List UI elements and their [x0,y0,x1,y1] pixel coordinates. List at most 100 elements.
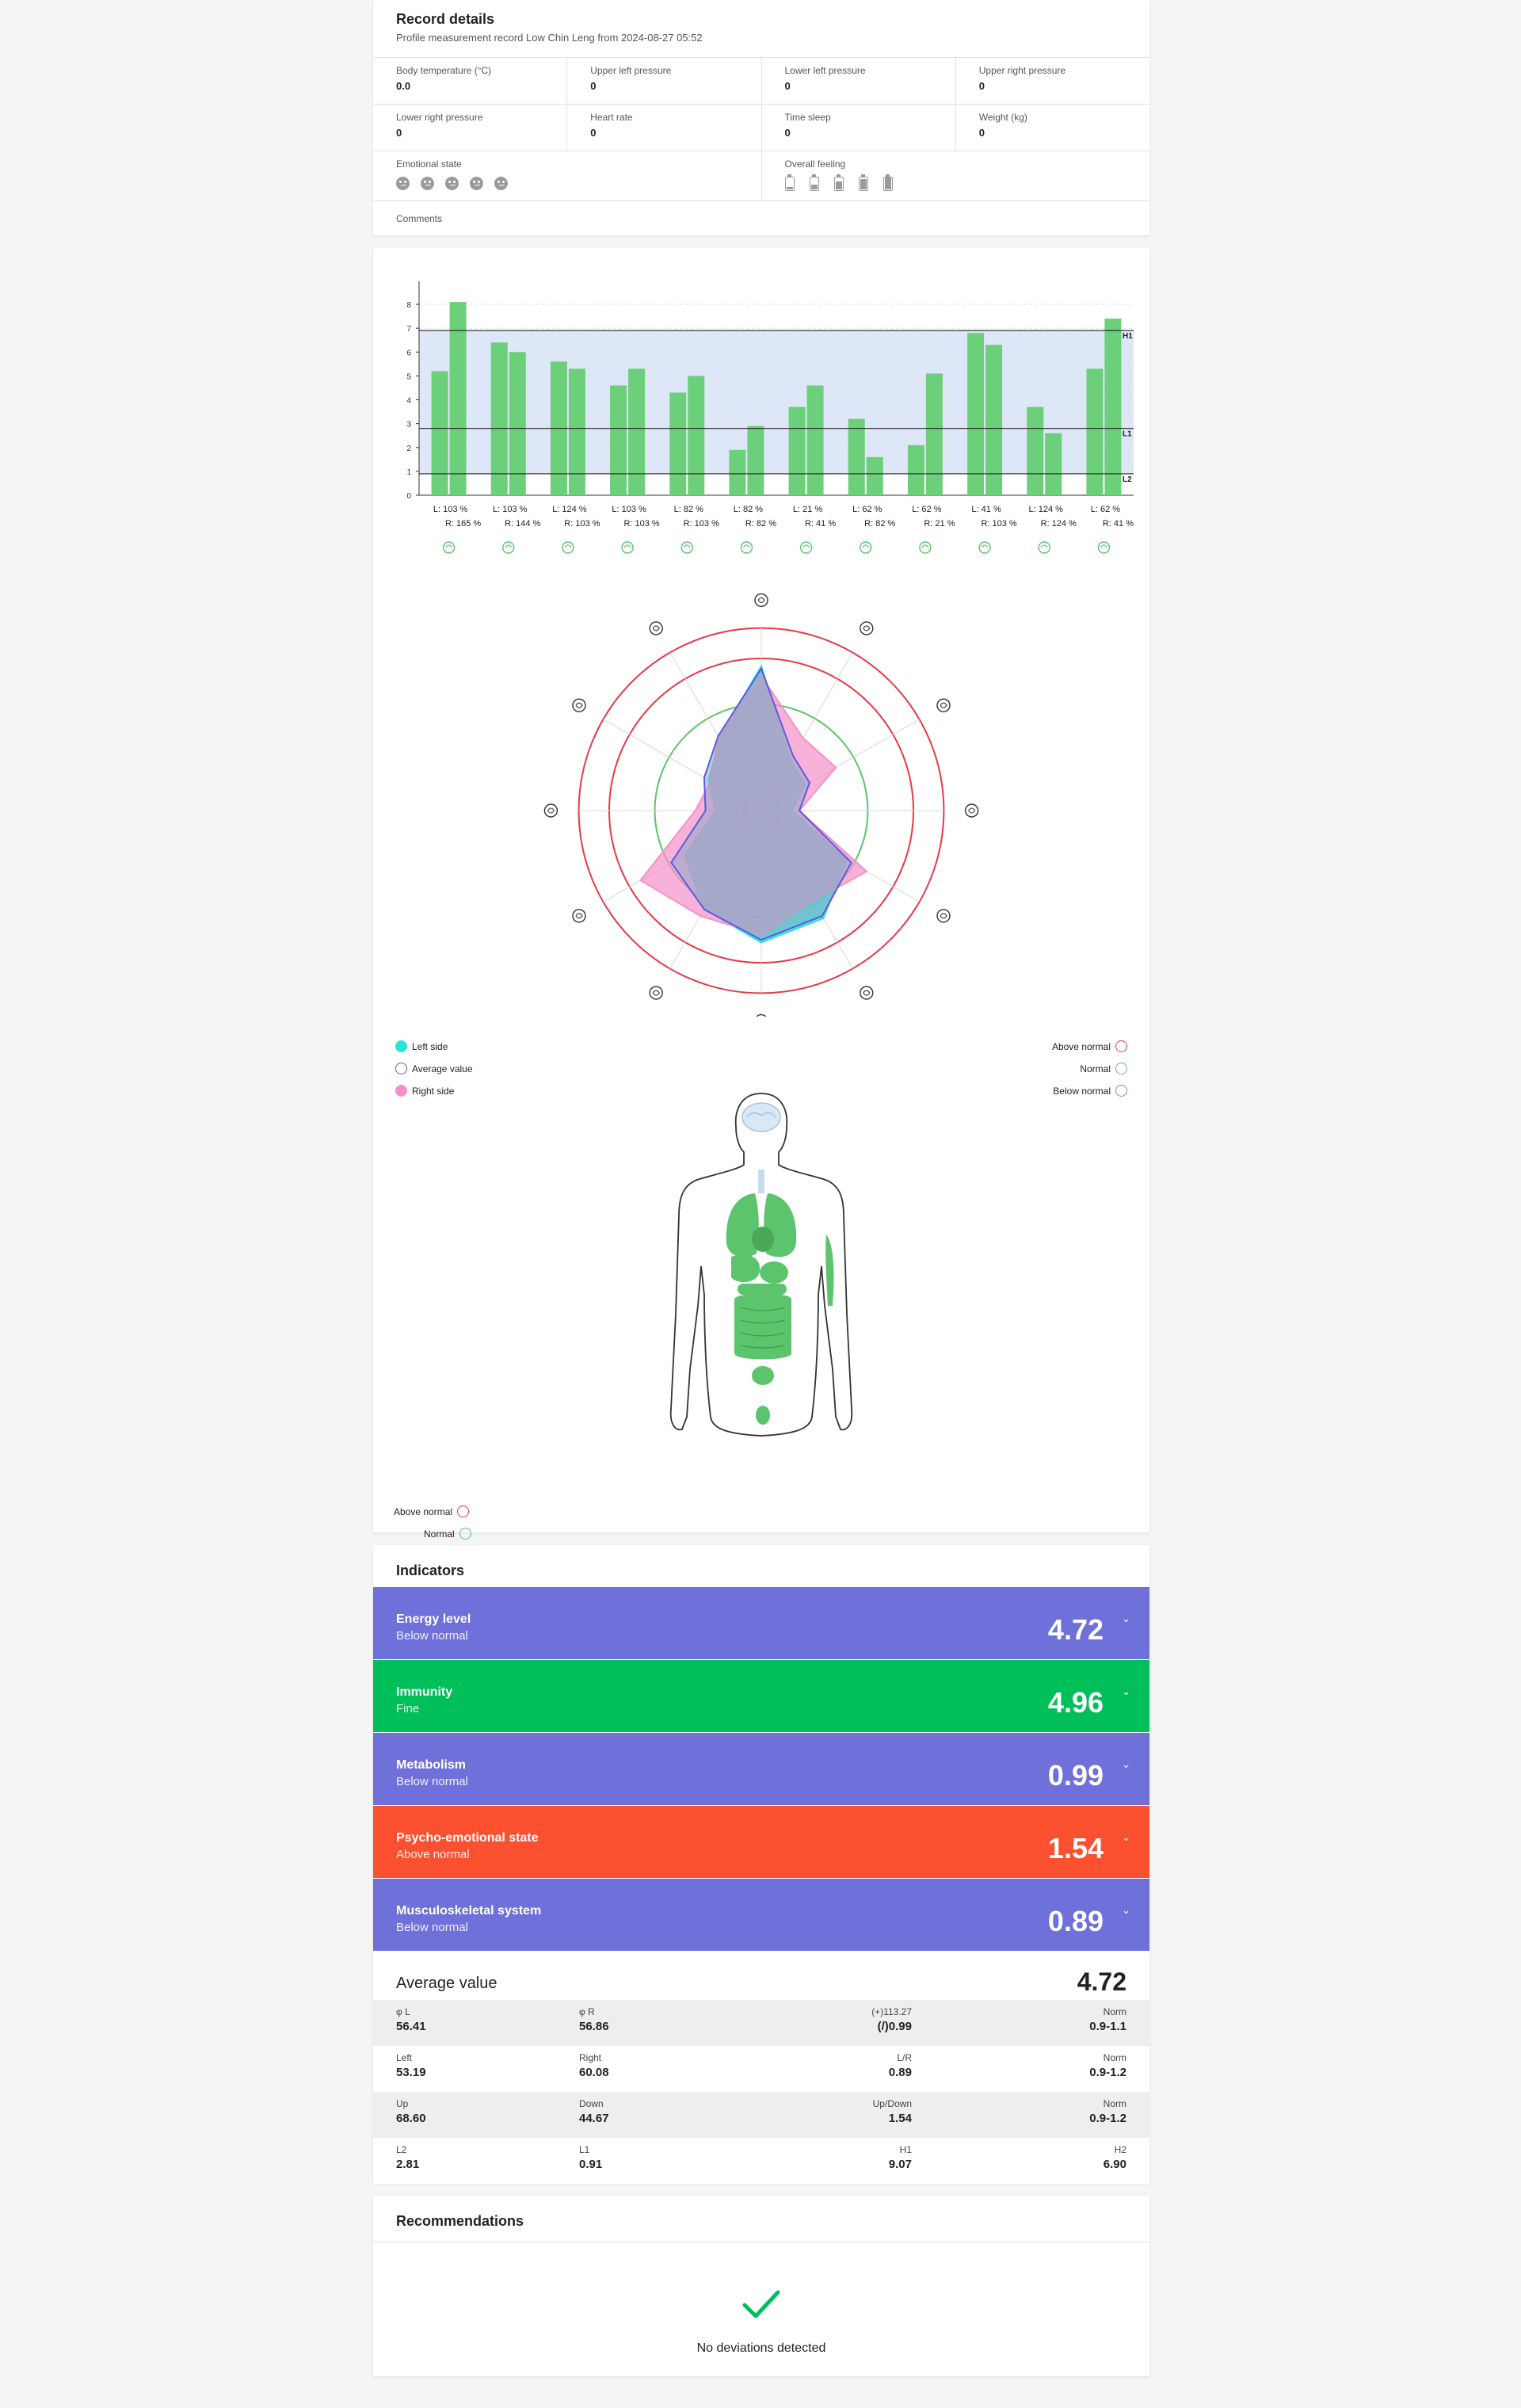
bladder-icon [936,698,951,712]
indicators-title: Indicators [396,1563,465,1578]
chevron-down-icon[interactable]: ⌄ [1122,1612,1130,1624]
neutral-face-icon[interactable] [445,177,459,190]
battery-full-icon[interactable] [882,174,893,191]
bladder-icon [919,541,932,554]
field-upper-right-pressure: Upper right pressure 0 [978,65,1066,92]
bar-label-right: R: 103 % [981,519,1016,529]
field-lower-right-pressure: Lower right pressure 0 [373,105,568,151]
very-sad-face-icon[interactable] [396,177,410,190]
stomach-icon [649,986,663,1000]
bar-left [729,449,746,495]
very-happy-face-icon[interactable] [494,177,508,190]
stats-cell: Norm 0.9-1.2 [1089,2052,1126,2079]
bar-right [747,426,764,495]
sad-face-icon[interactable] [421,177,434,190]
stats-cell: φ R 56.86 [579,2006,609,2033]
bladder [752,1366,774,1385]
stats-cell: Left 53.19 [396,2052,426,2079]
chevron-down-icon[interactable]: ⌄ [1122,1758,1130,1770]
bar-left [669,392,687,495]
bar-label-right: R: 103 % [564,519,600,529]
recommendations-card: Recommendations No deviations detected [373,2196,1149,2376]
check-icon [742,2290,780,2318]
legend-above-normal: Above normal [1052,1040,1127,1052]
pancreas [738,1284,787,1295]
field-lower-left-pressure: Lower left pressure 0 [762,58,956,104]
stats-cell: H1 9.07 [888,2144,912,2171]
average-value-number: 4.72 [1077,1967,1126,1996]
spleen-icon [860,541,872,554]
record-subtitle: Profile measurement record Low Chin Leng… [396,32,703,44]
indicator-energy-level[interactable]: Energy level Below normal 4.72 ⌄ [373,1587,1149,1659]
organ-bar-chart: 0 1 2 3 4 5 6 7 8 L: 103 % R: 165 % L: 103 % R: 144 … [406,281,1134,554]
legend-below-normal: Below normal [1053,1085,1127,1097]
legend-right-side: Right side [395,1085,454,1097]
bar-label-left: L: 62 % [912,505,942,514]
chevron-down-icon[interactable]: ⌄ [1122,1904,1130,1916]
average-value-label: Average value [396,1975,497,1992]
pericardium-icon [680,541,693,554]
chevron-down-icon[interactable]: ⌄ [1122,1685,1130,1697]
field-heart-rate: Heart rate 0 [567,105,762,151]
field-time-sleep: Time sleep 0 [762,105,956,151]
heart [752,1227,774,1252]
bar-right [688,376,705,495]
bar-right [628,368,646,495]
bar-right [1045,433,1062,495]
bar-label-right: R: 41 % [805,519,836,529]
bar-right [806,385,824,495]
body-legend-normal: Normal [424,1528,471,1540]
pancreas-icon [562,541,574,554]
intestine-icon [860,621,874,635]
bar-left [907,445,924,495]
bar-label-right: R: 21 % [924,519,955,529]
indicator-immunity[interactable]: Immunity Fine 4.96 ⌄ [373,1660,1149,1732]
legend-normal: Normal [1080,1063,1127,1074]
arm-meridian [825,1235,834,1306]
happy-face-icon[interactable] [470,177,483,190]
bar-right [568,368,585,495]
stats-row: φ L 56.41 φ R 56.86 (+)113.27 (/)0.99 Norm 0.9-… [373,2000,1149,2046]
sanjiao-icon [799,541,813,554]
bar-label-left: L: 82 % [674,505,704,514]
brain-icon [741,1102,781,1132]
indicator-metabolism[interactable]: Metabolism Below normal 0.99 ⌄ [373,1733,1149,1805]
liver-icon [756,1013,767,1017]
bar-left [848,418,865,495]
battery-half-icon[interactable] [833,174,844,191]
stats-cell: Down 44.67 [579,2098,609,2125]
bar-label-left: L: 103 % [612,505,646,514]
record-fields-row-2: Lower right pressure 0 Heart rate 0 Time s… [373,104,1149,151]
gallbladder-icon [1097,541,1111,554]
chevron-down-icon[interactable]: ⌄ [1122,1831,1130,1843]
shield-icon [860,986,874,1000]
y-tick-label: 8 [406,301,411,310]
battery-low-icon[interactable] [784,174,795,191]
stats-cell: L/R 0.89 [888,2052,912,2079]
stats-cell: L2 2.81 [396,2144,420,2171]
indicator-musculoskeletal-system[interactable]: Musculoskeletal system Below normal 0.89 ⌄ [373,1879,1149,1951]
left-lung [726,1193,759,1257]
bar-right [449,302,467,495]
y-tick-label: 0 [406,492,411,501]
bar-label-left: L: 103 % [493,505,528,514]
bar-left [431,371,448,495]
bar-label-right: R: 103 % [623,519,659,529]
record-details-card: Record details Profile measurement recor… [373,0,1149,235]
indicator-psycho-emotional-state[interactable]: Psycho-emotional state Above normal 1.54 ⌄ [373,1806,1149,1878]
bar-right [1104,319,1122,495]
record-title: Record details [396,11,495,27]
bar-label-left: L: 124 % [552,505,587,514]
stomach-icon [978,541,991,554]
trachea [758,1170,764,1193]
bar-left [967,333,985,495]
overall-feeling: Overall feeling [762,151,1150,200]
stats-cell: Up 68.60 [396,2098,426,2125]
charts-card: 0 1 2 3 4 5 6 7 8 L: 103 % R: 165 % L: 103 % R: 144 … [373,248,1149,1562]
indicators-card: Indicators Energy level Below normal 4.72… [373,1545,1149,2184]
heart-rate-icon [936,909,951,923]
battery-high-icon[interactable] [858,174,868,191]
bar-right [985,345,1003,495]
battery-quarter-icon[interactable] [809,174,819,191]
bar-label-left: L: 82 % [734,505,764,514]
